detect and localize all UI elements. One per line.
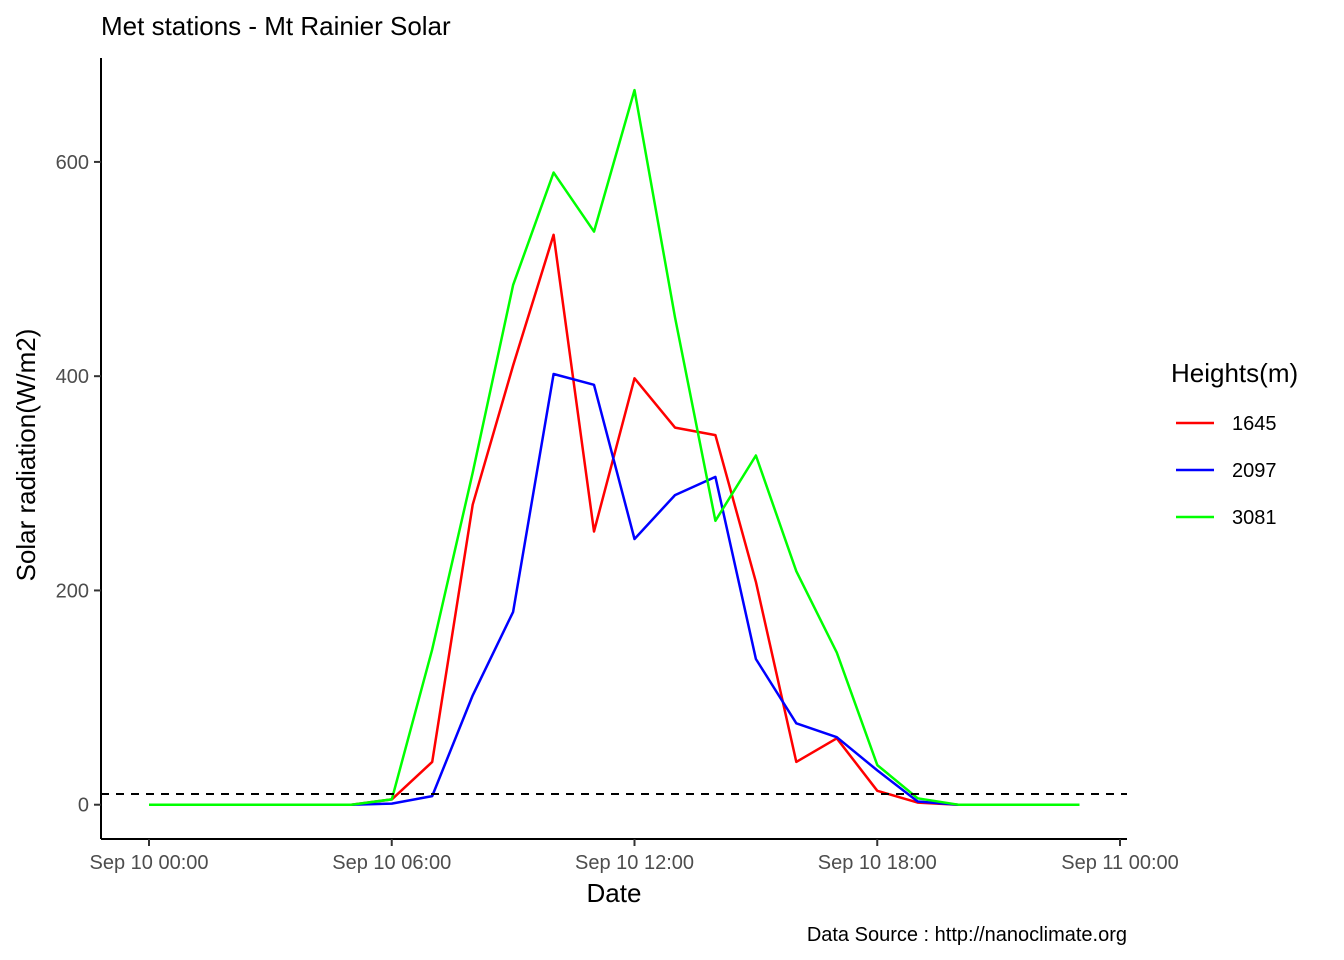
legend-label: 3081 [1232,507,1277,529]
series-line-1645 [149,233,1080,806]
legend: Heights(m) 1645 2097 3081 [1171,358,1298,529]
x-tick-label: Sep 10 12:00 [575,852,694,874]
y-tick-label: 200 [56,580,89,602]
x-tick-label: Sep 10 00:00 [90,852,209,874]
legend-label: 2097 [1232,460,1277,482]
series-line-3081 [149,88,1080,806]
series-line-2097 [149,372,1080,806]
chart-title: Met stations - Mt Rainier Solar [101,11,451,41]
legend-label: 1645 [1232,413,1277,435]
x-tick-label: Sep 10 18:00 [818,852,937,874]
x-axis-title: Date [587,878,642,908]
y-axis-title: Solar radiation(W/m2) [11,329,41,582]
plot-series-group [149,88,1080,806]
y-tick-label: 600 [56,152,89,174]
y-tick-label: 0 [78,795,89,817]
x-tick-label: Sep 10 06:00 [332,852,451,874]
data-source-caption: Data Source : http://nanoclimate.org [807,924,1127,946]
legend-title: Heights(m) [1171,358,1298,388]
x-axis-ticks: Sep 10 00:00 Sep 10 06:00 Sep 10 12:00 Sep … [90,839,1179,874]
y-axis-ticks: 0 200 400 600 [56,152,101,817]
y-tick-label: 400 [56,366,89,388]
x-tick-label: Sep 11 00:00 [1061,852,1179,874]
